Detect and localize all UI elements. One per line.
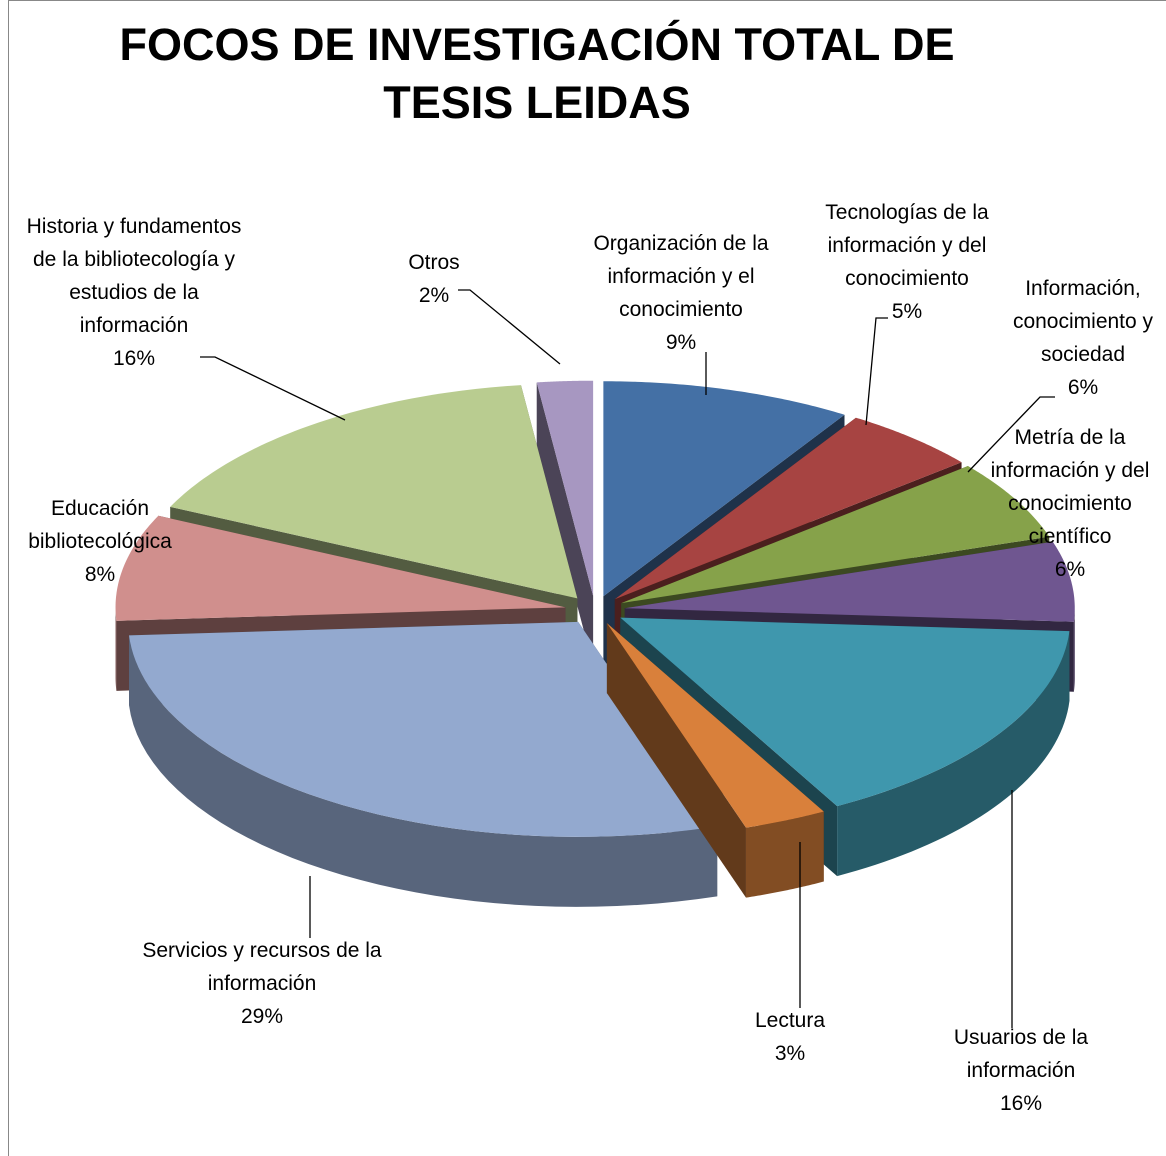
slice-label: Tecnologías de la información y del cono… (807, 196, 1007, 328)
slice (620, 617, 1070, 807)
category-label: Servicios y recursos de la información (142, 939, 382, 995)
chart-title: FOCOS DE INVESTIGACIÓN TOTAL DE TESIS LE… (119, 19, 955, 128)
slice-side (606, 623, 746, 898)
leader-line (865, 317, 888, 426)
value-label: 3% (774, 1042, 806, 1065)
leader-line (458, 289, 561, 365)
value-label: 2% (418, 284, 450, 307)
slice (129, 621, 718, 837)
category-label: Tecnologías de la información y del cono… (825, 201, 989, 290)
slice-side (536, 382, 594, 666)
value-label: 8% (84, 563, 116, 586)
slice (536, 380, 594, 596)
value-label: 6% (1054, 558, 1086, 581)
leader-line (200, 356, 346, 421)
slice-label: Otros 2% (394, 246, 474, 312)
slice-label: Servicios y recursos de la información 29… (142, 934, 382, 1033)
slice (614, 417, 962, 600)
chart-border (8, 0, 1166, 1156)
slice-wall (115, 607, 117, 691)
leader-line (967, 396, 1055, 473)
slice-label: Información, conocimiento y sociedad 6% (998, 272, 1166, 404)
slice-wall (745, 811, 824, 898)
category-label: Información, conocimiento y sociedad (1012, 277, 1154, 366)
slice-label: Historia y fundamentos de la bibliotecol… (19, 210, 249, 375)
slice-label: Lectura 3% (730, 1004, 850, 1070)
slice-wall (129, 635, 718, 907)
category-label: Usuarios de la información (953, 1026, 1089, 1082)
category-label: Lectura (754, 1009, 826, 1032)
category-label: Historia y fundamentos de la bibliotecol… (26, 215, 242, 337)
slice (606, 623, 824, 898)
slice (170, 385, 578, 599)
slice-label: Educación bibliotecológica 8% (10, 492, 190, 591)
value-label: 16% (999, 1092, 1043, 1115)
value-label: 9% (665, 331, 697, 354)
slice (603, 381, 845, 597)
slice (621, 466, 1050, 604)
slice-label: Metría de la información y del conocimie… (973, 421, 1166, 586)
category-label: Organización de la información y el cono… (593, 232, 769, 321)
slice-wall (1073, 608, 1075, 692)
value-label: 5% (891, 300, 923, 323)
slice (624, 541, 1075, 622)
value-label: 29% (240, 1005, 284, 1028)
category-label: Metría de la información y del conocimie… (990, 426, 1150, 548)
slice (536, 380, 594, 666)
slice-label: Usuarios de la información 16% (936, 1021, 1106, 1120)
slice-wall (837, 631, 1070, 877)
value-label: 16% (112, 347, 156, 370)
slice (606, 623, 824, 828)
slice (115, 515, 566, 621)
category-label: Educación bibliotecológica (28, 497, 172, 553)
slice-label: Organización de la información y el cono… (566, 227, 796, 359)
value-label: 6% (1067, 376, 1099, 399)
category-label: Otros (408, 251, 460, 274)
